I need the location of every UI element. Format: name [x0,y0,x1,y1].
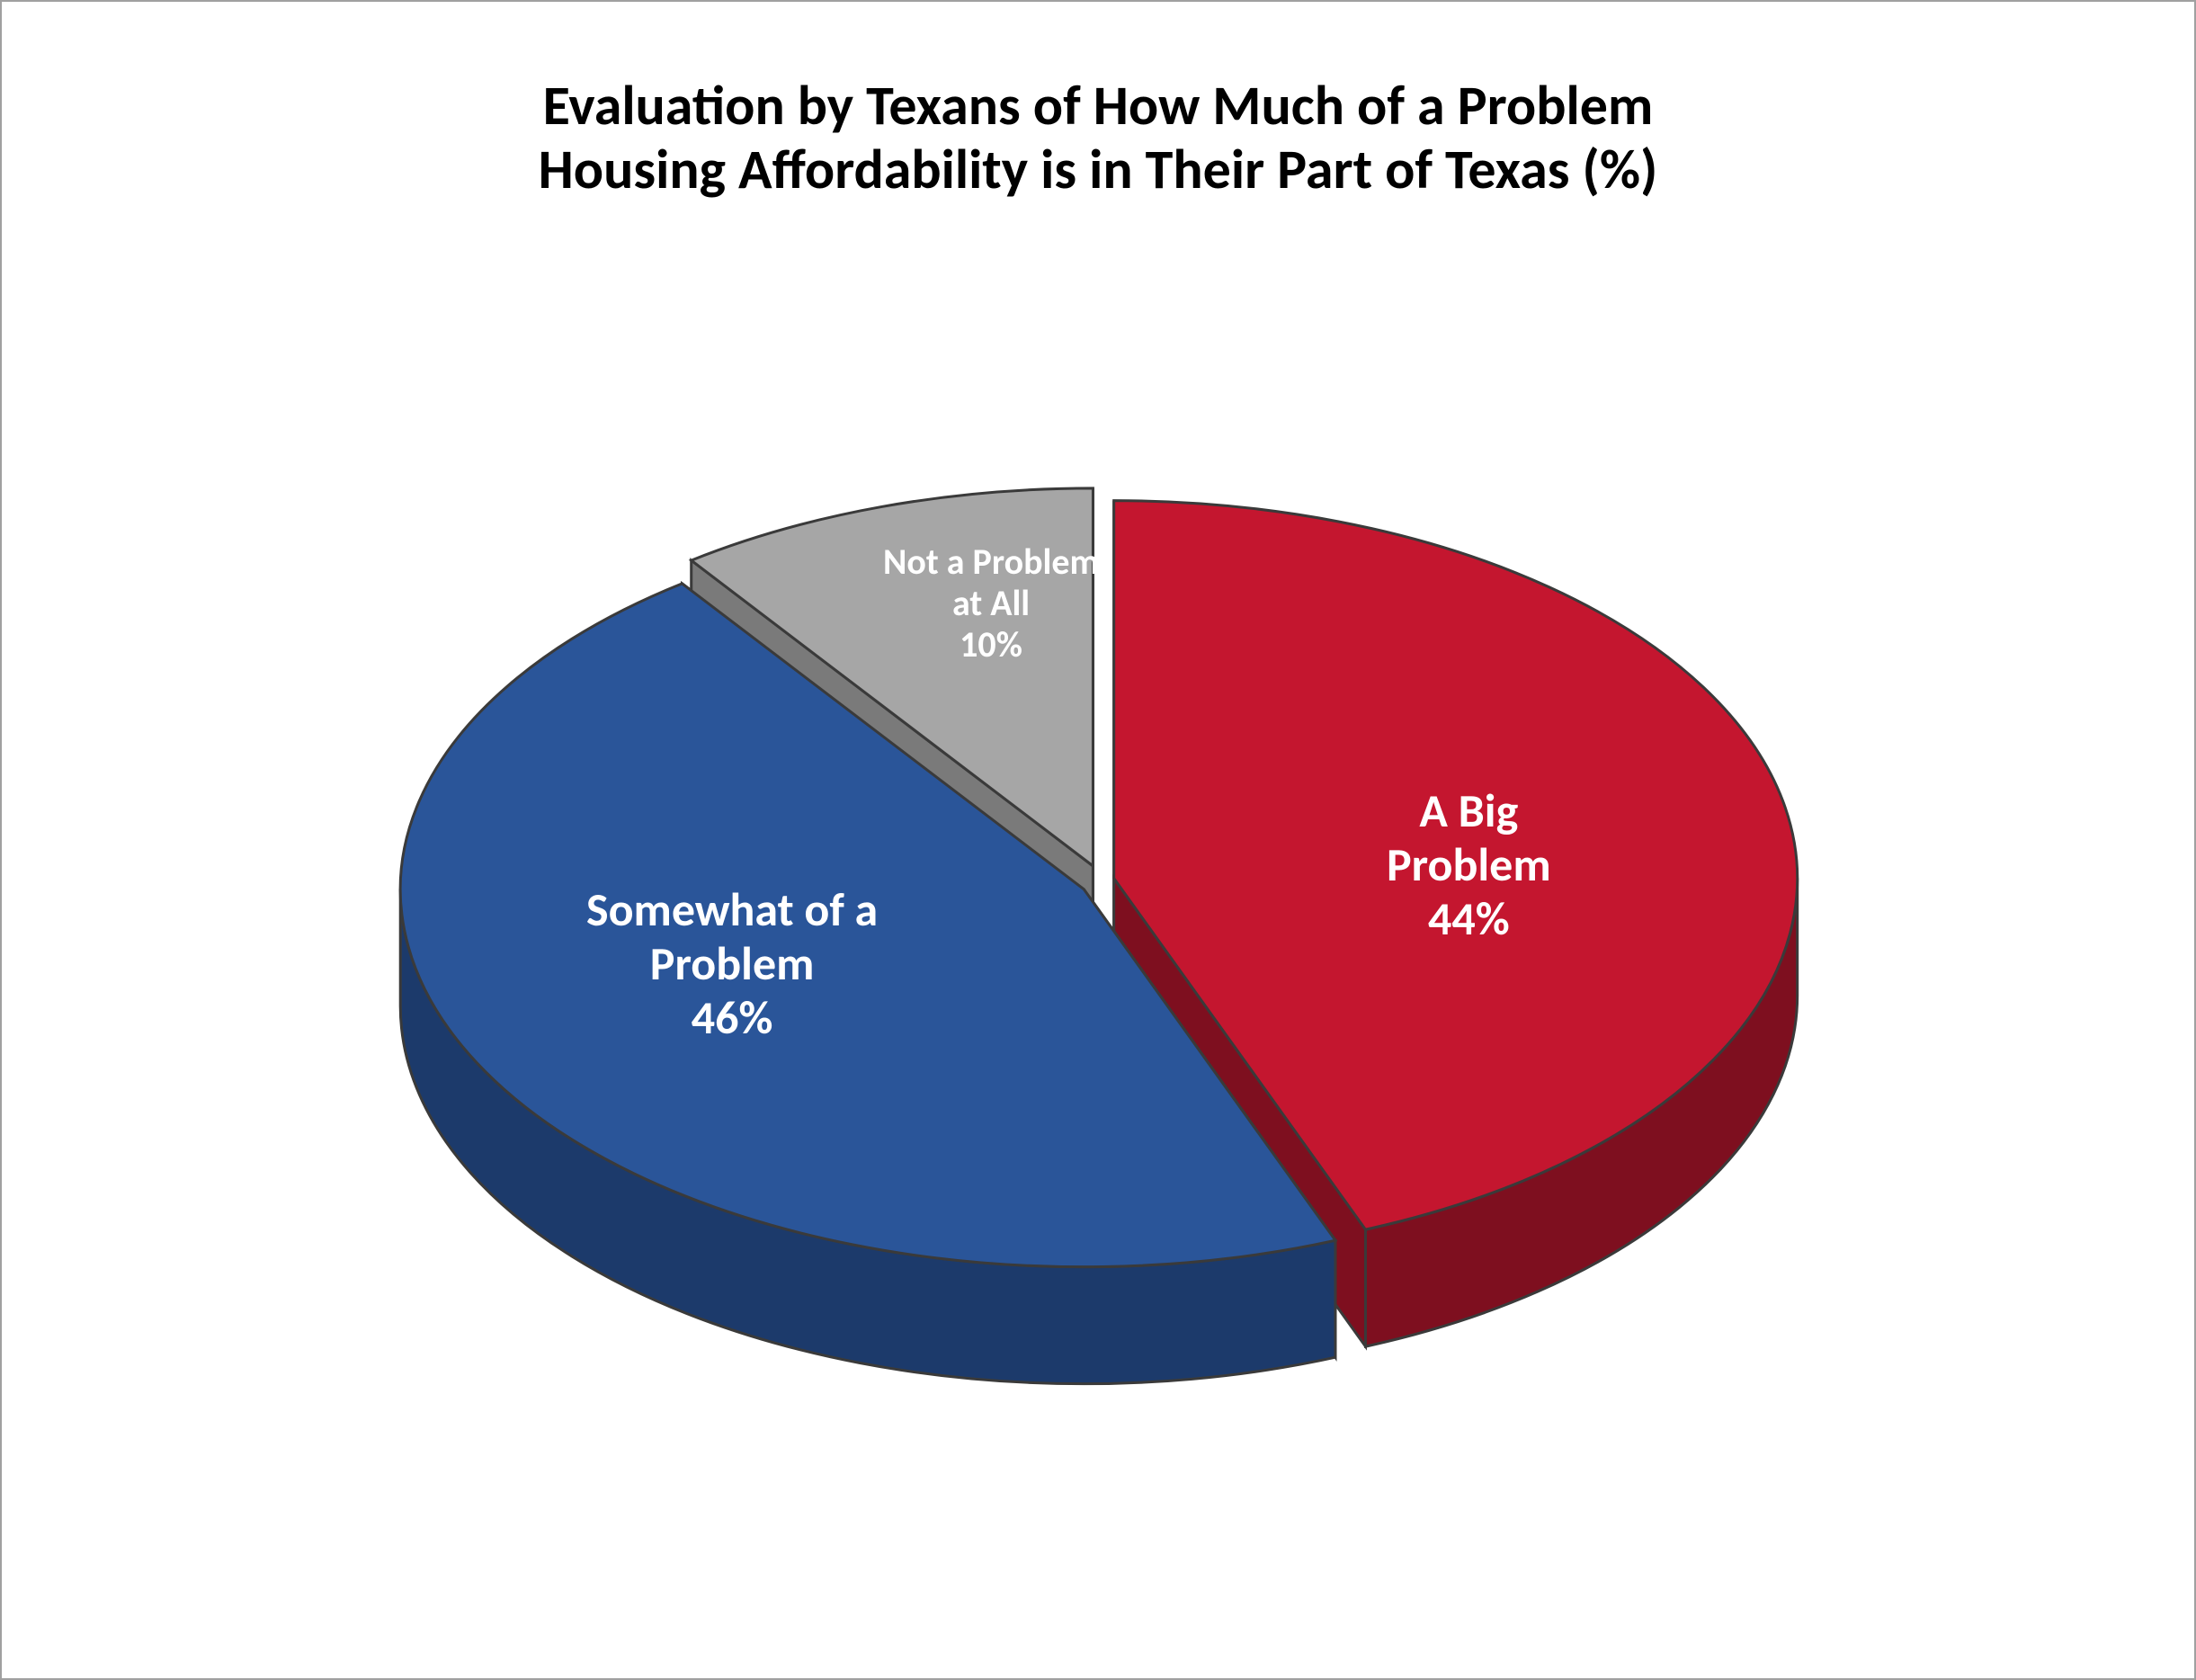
slice-label-somewhat: Somewhat of a Problem 46% [586,883,878,1044]
chart-frame: Evaluation by Texans of How Much of a Pr… [0,0,2196,1680]
title-line-2: Housing Affordability is in Their Part o… [539,135,1658,203]
title-line-1: Evaluation by Texans of How Much of a Pr… [543,71,1654,139]
slice-label-big: A Big Problem 44% [1387,784,1551,945]
slice-label-none: Not a Problem at All 10% [883,541,1099,666]
chart-title: Evaluation by Texans of How Much of a Pr… [2,74,2194,202]
